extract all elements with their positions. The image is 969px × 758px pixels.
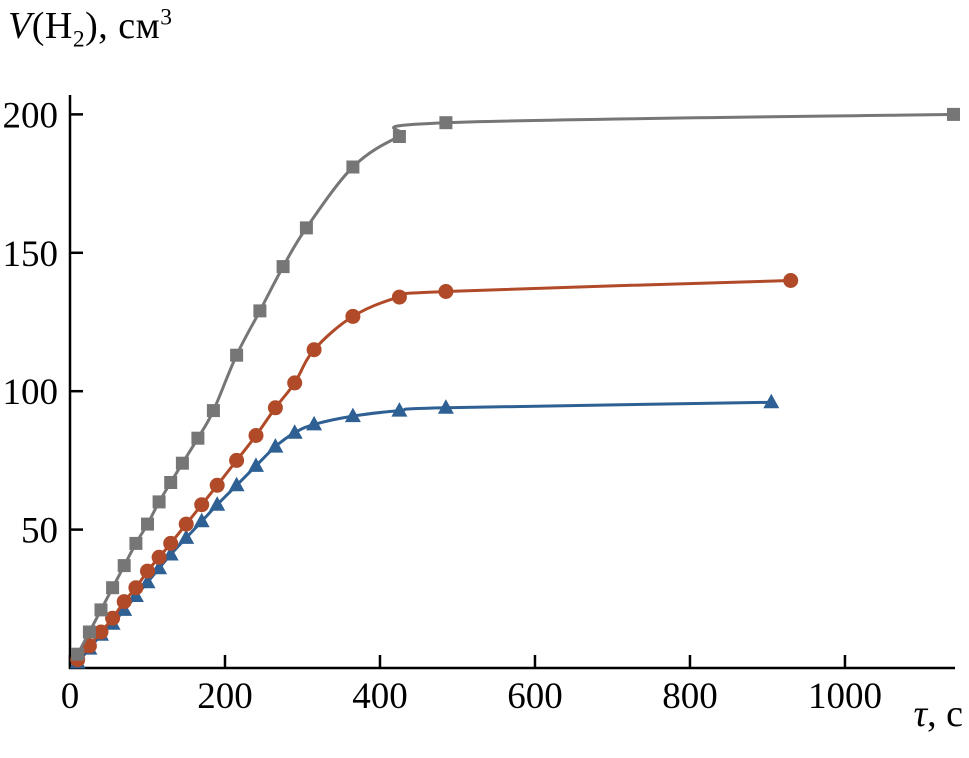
- x-axis-title: τ, с: [914, 692, 963, 736]
- y-tick-label: 150: [3, 234, 59, 275]
- red-circles-marker: [209, 477, 225, 493]
- blue-triangles-marker: [267, 438, 284, 453]
- blue-triangles-marker: [391, 402, 408, 417]
- gray-squares-marker: [191, 431, 205, 445]
- red-circles-marker: [128, 580, 144, 596]
- x-tick-label: 800: [662, 676, 718, 717]
- red-circles-marker: [178, 516, 194, 532]
- x-tick-label: 400: [352, 676, 408, 717]
- red-circles-marker: [105, 610, 121, 626]
- red-circles-marker: [140, 563, 155, 579]
- y-axis-title-subscript: 2: [72, 26, 86, 53]
- x-tick-label: 0: [61, 676, 80, 717]
- gray-squares-marker: [206, 404, 220, 418]
- y-axis-title: V(H2), см3: [8, 4, 172, 54]
- red-circles-marker: [438, 284, 454, 299]
- x-tick-label: 1000: [808, 676, 882, 717]
- red-circles-marker: [306, 342, 322, 358]
- blue-triangles-marker: [763, 393, 780, 409]
- gray-squares-marker: [299, 221, 313, 235]
- x-tick-label: 600: [507, 676, 563, 717]
- red-circles-marker: [151, 549, 167, 565]
- red-circles-marker: [267, 400, 283, 416]
- red-circles-marker: [287, 375, 303, 391]
- blue-triangles-marker: [193, 512, 210, 528]
- red-circles-marker: [163, 535, 179, 551]
- blue-triangles-line: [76, 400, 772, 664]
- red-circles-line: [76, 279, 791, 661]
- gray-squares-marker: [439, 116, 453, 130]
- x-tick-label: 200: [197, 676, 253, 717]
- red-circles-marker: [93, 624, 109, 640]
- gray-squares-marker: [164, 476, 178, 489]
- x-axis-variable: τ: [913, 693, 928, 735]
- blue-triangles-marker: [248, 457, 264, 472]
- gray-squares-marker: [253, 304, 267, 318]
- red-circles-marker: [248, 428, 264, 443]
- y-tick-label: 200: [3, 95, 59, 136]
- gray-squares-marker: [141, 517, 154, 531]
- gray-squares-marker: [106, 581, 120, 595]
- y-axis-title-units: ), см: [85, 5, 161, 47]
- blue-triangles-marker: [151, 559, 168, 575]
- red-circles-marker: [116, 594, 132, 610]
- y-tick-label: 50: [21, 511, 58, 552]
- y-axis-variable: V: [8, 5, 32, 47]
- red-circles-marker: [194, 497, 210, 513]
- blue-triangles-marker: [178, 529, 195, 544]
- blue-triangles-marker: [286, 424, 303, 439]
- gray-squares-marker: [276, 260, 290, 274]
- gray-squares-marker: [71, 647, 85, 661]
- gray-squares-marker: [947, 107, 960, 121]
- gray-squares-marker: [152, 495, 166, 509]
- gray-squares-marker: [392, 130, 406, 143]
- blue-triangles-marker: [437, 399, 454, 414]
- red-circles-marker: [391, 289, 407, 305]
- gray-squares-marker: [94, 603, 108, 617]
- gray-squares-line: [76, 112, 954, 655]
- y-axis-title-open: (H: [31, 5, 73, 47]
- red-circles-marker: [783, 273, 799, 288]
- x-axis-units: , с: [927, 693, 963, 735]
- y-axis-title-superscript: 3: [160, 4, 173, 31]
- blue-triangles-marker: [209, 496, 226, 511]
- blue-triangles-marker: [139, 573, 156, 589]
- axes-lines: [68, 95, 955, 670]
- gray-squares-marker: [117, 559, 131, 573]
- y-tick-label: 100: [3, 372, 59, 413]
- red-circles-marker: [345, 308, 361, 324]
- gray-squares-marker: [82, 625, 96, 639]
- blue-triangles-marker: [162, 546, 179, 561]
- blue-triangles-marker: [228, 476, 245, 492]
- red-circles-marker: [229, 452, 245, 468]
- gray-squares-marker: [175, 456, 189, 470]
- gray-squares-marker: [230, 348, 244, 362]
- gray-squares-marker: [129, 536, 143, 550]
- blue-triangles-marker: [344, 407, 361, 423]
- blue-triangles-marker: [306, 415, 323, 431]
- gray-squares-marker: [346, 160, 360, 174]
